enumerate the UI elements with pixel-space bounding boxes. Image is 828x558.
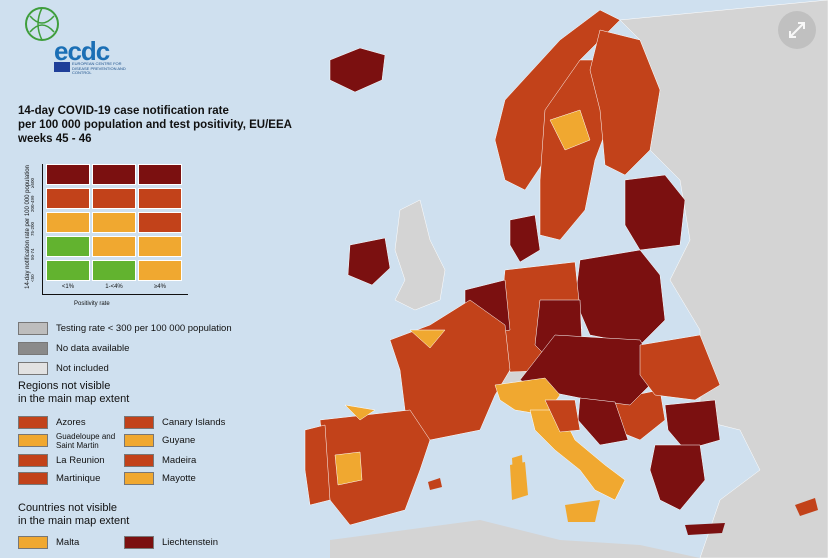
region-ireland: [347, 237, 391, 286]
matrix-cell: [92, 212, 136, 233]
matrix-y-tick: <50: [30, 274, 35, 282]
region-portugal: [304, 424, 331, 506]
countries-heading: Countries not visible in the main map ex…: [18, 502, 129, 528]
region-spain-orange: [334, 451, 363, 486]
legend-swatch: [124, 472, 154, 485]
matrix-y-tick: ≥500: [30, 178, 35, 188]
colour-matrix-legend: 14-day notification rate per 100 000 pop…: [14, 160, 194, 312]
matrix-y-tick: 75-200: [30, 221, 35, 236]
legend-swatch: [18, 472, 48, 485]
legend-label: Malta: [56, 537, 80, 548]
matrix-cell: [138, 212, 182, 233]
globe-icon: [25, 7, 59, 41]
legend-label: Canary Islands: [162, 417, 226, 428]
matrix-cell: [92, 236, 136, 257]
legend-label: Guadeloupe and Saint Martin: [56, 432, 116, 450]
legend-label: La Reunion: [56, 455, 105, 466]
regions-heading-line-1: Regions not visible: [18, 380, 111, 392]
eu-flag-icon: [54, 62, 70, 72]
region-romania: [639, 334, 721, 401]
matrix-y-axis: [42, 164, 43, 294]
matrix-cell: [92, 188, 136, 209]
legend-swatch: [18, 434, 48, 447]
legend-label: Not included: [56, 363, 109, 374]
legend-swatch: [124, 454, 154, 467]
legend-swatch: [18, 416, 48, 429]
matrix-x-tick: <1%: [61, 284, 75, 290]
matrix-cell: [92, 260, 136, 281]
legend-label: Mayotte: [162, 473, 196, 484]
legend-swatch: [18, 454, 48, 467]
region-balearic: [428, 478, 442, 490]
countries-heading-line-1: Countries not visible: [18, 502, 118, 514]
matrix-cell: [92, 164, 136, 185]
expand-fullscreen-button[interactable]: [778, 11, 816, 49]
matrix-cell: [46, 212, 90, 233]
matrix-y-tick: 200-499: [30, 195, 35, 212]
legend-label: Testing rate < 300 per 100 000 populatio…: [56, 323, 232, 334]
region-cyprus: [795, 498, 818, 516]
title-line-2: per 100 000 population and test positivi…: [18, 119, 292, 131]
region-denmark: [509, 214, 541, 263]
logo-wordmark: ecdc: [54, 36, 110, 66]
matrix-cell: [138, 260, 182, 281]
non-eu-land-north-africa: [330, 520, 700, 558]
matrix-x-label: Positivity rate: [74, 301, 110, 307]
legend-swatch: [18, 362, 48, 375]
matrix-y-tick: 50-74: [30, 248, 35, 260]
countries-heading-line-2: in the main map extent: [18, 515, 130, 527]
region-sweden-orange: [549, 109, 591, 151]
region-italy-red: [544, 399, 581, 433]
region-iceland: [329, 47, 386, 93]
matrix-cell: [138, 164, 182, 185]
region-finland: [589, 29, 661, 176]
legend-swatch: [124, 536, 154, 549]
region-sardinia: [510, 462, 528, 500]
matrix-x-tick: ≥4%: [154, 284, 166, 290]
region-sicily: [565, 500, 600, 522]
legend-label: Madeira: [162, 455, 197, 466]
legend-swatch: [124, 434, 154, 447]
legend-label: No data available: [56, 343, 130, 354]
ecdc-logo: ecdc EUROPEAN CENTRE FOR DISEASE PREVENT…: [20, 4, 130, 76]
region-poland: [574, 249, 666, 346]
expand-icon: [789, 22, 805, 38]
region-bulgaria: [664, 399, 721, 451]
matrix-cell: [46, 236, 90, 257]
region-greece: [649, 444, 706, 511]
region-spain-orange-2: [344, 404, 376, 421]
matrix-x-axis: [42, 294, 188, 295]
region-baltics: [624, 174, 686, 251]
matrix-x-tick: 1-<4%: [105, 284, 123, 290]
legend-swatch: [18, 322, 48, 335]
regions-heading: Regions not visible in the main map exte…: [18, 380, 129, 406]
legend-label: Martinique: [56, 473, 101, 484]
legend-swatch: [18, 536, 48, 549]
legend-swatch: [18, 342, 48, 355]
region-crete: [685, 523, 725, 535]
matrix-cell: [46, 164, 90, 185]
matrix-cell: [138, 236, 182, 257]
legend-swatch: [124, 416, 154, 429]
legend-label: Azores: [56, 417, 86, 428]
region-france-orange: [409, 329, 446, 349]
non-eu-land-uk: [394, 199, 446, 311]
matrix-cell: [46, 188, 90, 209]
matrix-cell: [46, 260, 90, 281]
matrix-cell: [138, 188, 182, 209]
title-line-3: weeks 45 - 46: [18, 133, 92, 145]
logo-subtitle: EUROPEAN CENTRE FOR DISEASE PREVENTION A…: [72, 61, 126, 75]
map-title: 14-day COVID-19 case notification rate p…: [18, 104, 348, 146]
region-croatia: [577, 397, 629, 446]
legend-label: Liechtenstein: [162, 537, 218, 548]
title-line-1: 14-day COVID-19 case notification rate: [18, 105, 229, 117]
legend-label: Guyane: [162, 435, 196, 446]
regions-heading-line-2: in the main map extent: [18, 393, 130, 405]
